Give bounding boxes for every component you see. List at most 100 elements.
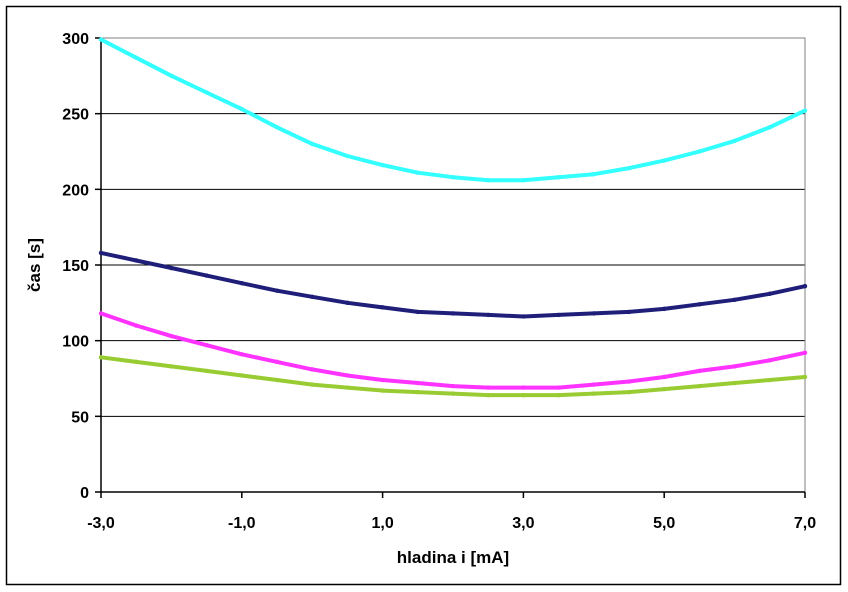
data-point xyxy=(345,373,350,378)
y-tick-label: 0 xyxy=(80,485,89,502)
data-point xyxy=(274,288,280,293)
data-point xyxy=(486,312,491,318)
data-point xyxy=(556,175,561,180)
data-point xyxy=(239,352,244,357)
data-point xyxy=(98,311,104,316)
data-point xyxy=(802,374,808,380)
data-point xyxy=(591,391,596,396)
data-point xyxy=(169,364,174,369)
y-tick-label: 200 xyxy=(62,182,89,199)
y-axis-title: čas [s] xyxy=(25,238,44,292)
data-point xyxy=(521,392,526,398)
data-point xyxy=(310,141,315,147)
data-point xyxy=(345,153,350,159)
data-point xyxy=(204,90,209,95)
data-point xyxy=(134,359,139,365)
data-point xyxy=(274,125,280,130)
data-point xyxy=(732,380,737,386)
data-point xyxy=(697,368,702,374)
data-point xyxy=(662,374,667,380)
data-point xyxy=(380,377,385,383)
data-point xyxy=(450,311,456,316)
data-point xyxy=(98,37,104,42)
data-point xyxy=(732,138,737,144)
data-point xyxy=(204,368,209,374)
data-point xyxy=(521,385,526,390)
data-point xyxy=(662,158,667,163)
data-point xyxy=(767,377,772,383)
data-point xyxy=(556,312,561,318)
data-point xyxy=(486,178,491,183)
data-point xyxy=(415,380,420,386)
data-point xyxy=(345,300,350,306)
data-point xyxy=(662,306,667,312)
data-point xyxy=(345,385,350,390)
data-point xyxy=(134,55,139,60)
data-point xyxy=(98,250,104,256)
data-point xyxy=(732,364,737,369)
data-point xyxy=(591,311,596,316)
data-point xyxy=(486,392,491,398)
data-point xyxy=(697,383,702,389)
x-tick-label: 3,0 xyxy=(512,515,534,532)
data-point xyxy=(134,258,139,263)
data-point xyxy=(626,389,632,395)
data-point xyxy=(169,333,174,339)
data-point xyxy=(697,302,702,307)
data-point xyxy=(767,358,772,363)
x-tick-label: -1,0 xyxy=(228,515,256,532)
data-point xyxy=(380,162,385,168)
y-tick-label: 300 xyxy=(62,31,89,48)
data-point xyxy=(310,367,315,372)
data-point xyxy=(767,291,772,296)
series-lines xyxy=(98,37,808,398)
data-point xyxy=(486,385,491,390)
data-point xyxy=(239,373,244,378)
data-point xyxy=(450,175,456,180)
data-point xyxy=(415,170,420,175)
data-point xyxy=(450,383,456,389)
data-point xyxy=(802,283,808,289)
data-point xyxy=(591,172,596,177)
y-tick-label: 100 xyxy=(62,334,89,351)
x-axis-title: hladina i [mA] xyxy=(397,548,509,567)
x-tick-label: -3,0 xyxy=(87,515,115,532)
x-tick-label: 5,0 xyxy=(653,515,675,532)
data-point xyxy=(169,265,174,271)
data-point xyxy=(415,389,420,395)
data-point xyxy=(204,273,209,278)
data-point xyxy=(310,294,315,299)
data-point xyxy=(415,309,420,315)
axes xyxy=(95,37,806,498)
data-point xyxy=(626,379,632,384)
data-point xyxy=(697,149,702,154)
y-tick-label: 250 xyxy=(62,107,89,124)
data-point xyxy=(204,343,209,348)
x-tick-label: 7,0 xyxy=(794,515,816,532)
data-point xyxy=(274,359,280,365)
data-point xyxy=(767,125,772,130)
data-point xyxy=(591,382,596,387)
data-point xyxy=(732,297,737,303)
data-point xyxy=(802,108,808,113)
data-point xyxy=(450,391,456,396)
data-point xyxy=(239,106,244,112)
data-point xyxy=(310,382,315,387)
data-point xyxy=(556,385,561,390)
y-tick-label: 50 xyxy=(71,409,89,426)
data-point xyxy=(662,386,667,392)
data-point xyxy=(169,73,174,79)
data-point xyxy=(274,377,280,383)
data-point xyxy=(556,392,561,398)
data-point xyxy=(239,280,244,286)
data-point xyxy=(134,323,139,328)
data-point xyxy=(521,314,526,319)
data-point xyxy=(521,178,526,183)
data-point xyxy=(380,305,385,310)
y-tick-label: 150 xyxy=(62,258,89,275)
data-point xyxy=(380,388,385,393)
x-tick-label: 1,0 xyxy=(371,515,393,532)
data-point xyxy=(626,309,632,315)
